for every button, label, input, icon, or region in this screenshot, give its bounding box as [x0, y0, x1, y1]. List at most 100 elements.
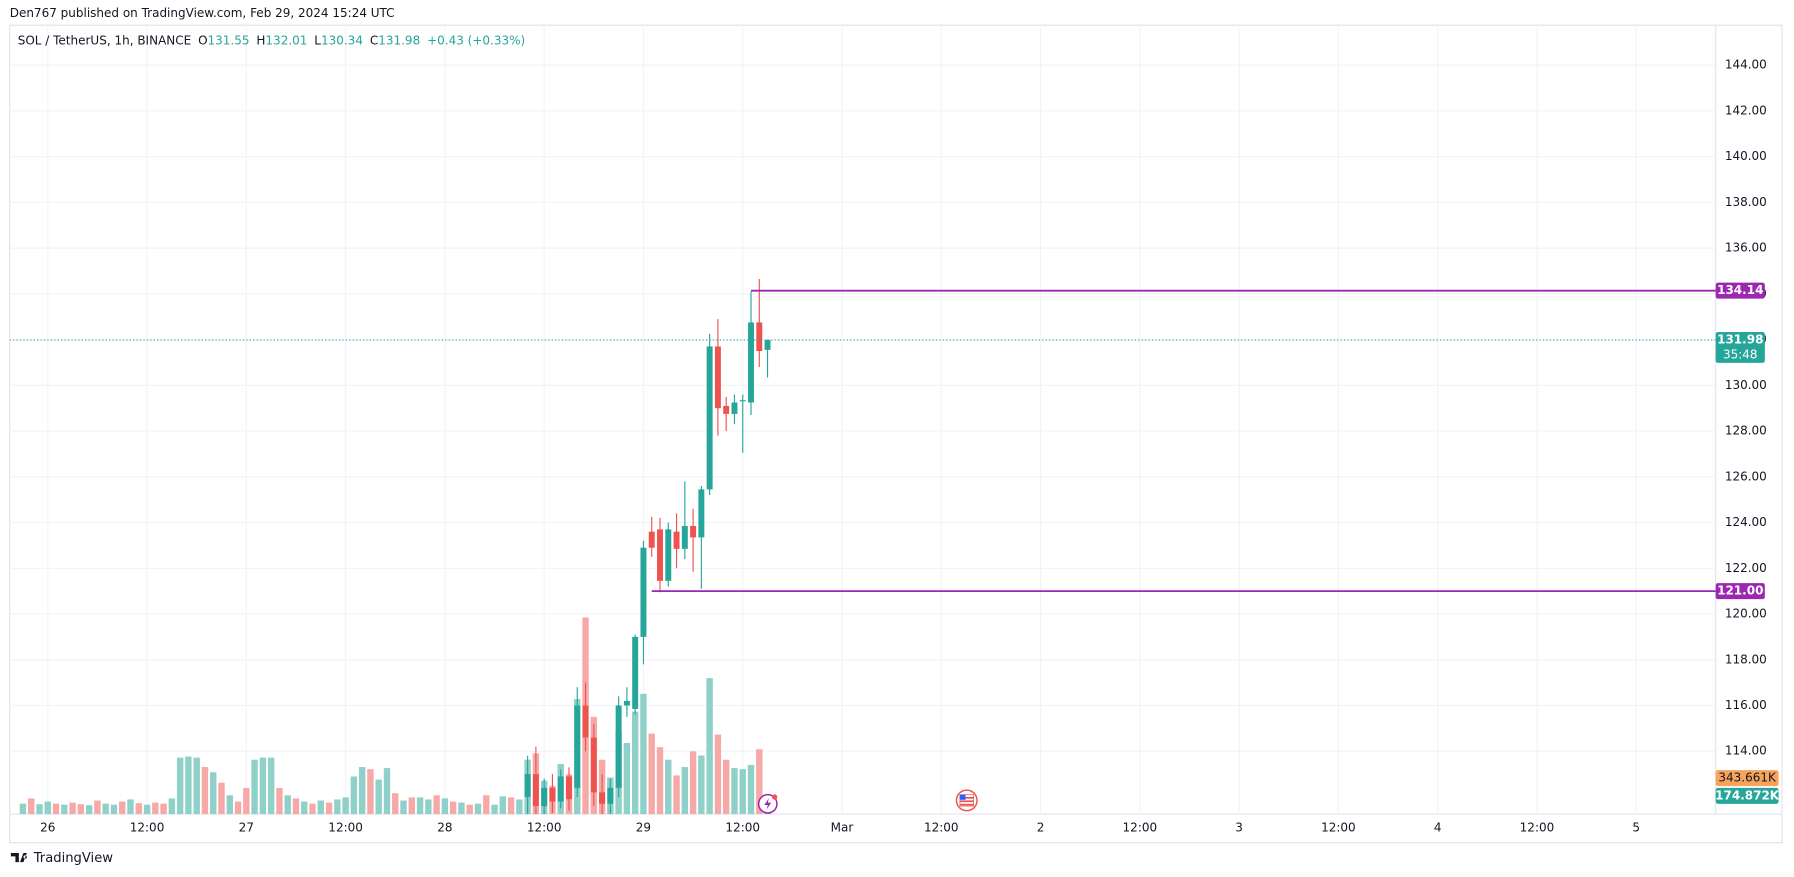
volume-bar	[441, 798, 449, 815]
candle-body	[673, 531, 680, 549]
x-tick-label: 5	[1632, 820, 1640, 834]
candle-body	[706, 346, 713, 490]
volume-bar	[408, 797, 415, 815]
y-tick-label: 138.00	[1725, 195, 1767, 209]
volume-bar	[491, 804, 498, 815]
volume-label: 174.872K	[1715, 788, 1780, 802]
us-flag-icon	[955, 789, 978, 812]
volume-bar	[466, 804, 473, 815]
volume-bar	[143, 804, 151, 815]
level-price-box	[1715, 583, 1765, 600]
candle-body	[599, 792, 606, 804]
volume-bar	[425, 799, 432, 815]
volume-bar	[94, 800, 101, 815]
volume-bar	[243, 787, 250, 815]
volume-bar	[234, 801, 242, 815]
volume-bar	[698, 755, 705, 815]
volume-bar	[127, 799, 134, 815]
candle-body	[524, 774, 531, 797]
volume-bar	[119, 801, 126, 815]
volume-bar	[706, 678, 713, 815]
x-tick-label: 12:00	[130, 820, 165, 834]
volume-bar	[631, 711, 639, 815]
volume-bar	[499, 796, 507, 815]
level-price-box	[1715, 282, 1765, 299]
y-tick-label: 126.00	[1725, 469, 1767, 483]
volume-ma-label: 343.661K	[1718, 771, 1777, 785]
chart-frame	[9, 24, 1783, 844]
candle-body	[532, 774, 539, 807]
volume-bar	[160, 803, 167, 815]
volume-bar	[375, 779, 382, 815]
candle-body	[714, 346, 721, 409]
volume-bar	[168, 798, 176, 815]
ohlc-key: O	[198, 34, 207, 48]
volume-ma-box	[1715, 770, 1779, 787]
candle-body	[764, 340, 771, 350]
y-tick-label: 140.00	[1725, 149, 1767, 163]
x-tick-label: 12:00	[328, 820, 363, 834]
brand: TradingView	[33, 851, 114, 866]
x-tick-label: 12:00	[1520, 820, 1555, 834]
volume-bar	[681, 767, 689, 815]
level-price-label: 134.14	[1717, 283, 1763, 297]
x-tick-label: 3	[1235, 820, 1243, 834]
volume-bar	[739, 769, 746, 815]
candle-body	[698, 489, 705, 538]
candle-body	[557, 776, 564, 802]
volume-bar	[276, 787, 283, 815]
volume-bar	[61, 804, 68, 815]
volume-bar	[342, 797, 349, 815]
change: +0.43 (+0.33%)	[427, 34, 525, 48]
volume-bar	[259, 757, 267, 815]
volume-bar	[334, 799, 341, 815]
volume-bar	[433, 795, 440, 815]
ohlc-key: L	[314, 34, 321, 48]
candle-body	[574, 705, 581, 788]
y-tick-label: 124.00	[1725, 515, 1767, 529]
volume-bar	[284, 795, 291, 815]
countdown-label: 35:48	[1723, 347, 1758, 361]
volume-bar	[309, 803, 316, 815]
level-price-label: 121.00	[1717, 584, 1763, 598]
volume-bar	[325, 802, 333, 815]
x-tick-label: Mar	[831, 820, 854, 834]
volume-bar	[483, 795, 490, 815]
volume-bar	[458, 802, 465, 815]
candle-body	[632, 636, 639, 709]
volume-bar	[673, 775, 680, 815]
volume-bar	[251, 759, 258, 815]
candle-body	[541, 787, 548, 807]
volume-bar	[665, 759, 672, 815]
volume-bar	[507, 797, 515, 815]
volume-bar	[185, 756, 192, 815]
volume-bar	[77, 804, 85, 815]
volume-bar	[317, 800, 324, 815]
ohlc-value: 131.98	[378, 34, 420, 48]
x-tick-label: 29	[636, 820, 651, 834]
candles	[524, 278, 771, 815]
y-tick-label: 118.00	[1725, 652, 1767, 666]
candle-body	[566, 776, 572, 800]
candle-body	[607, 787, 614, 804]
volume-bar	[449, 801, 457, 815]
x-tick-label: 27	[239, 820, 254, 834]
volume-bar	[201, 767, 209, 815]
y-tick-label: 142.00	[1725, 103, 1767, 117]
volume-bar	[301, 801, 308, 815]
candle-body	[690, 525, 697, 538]
candle-body	[648, 531, 655, 548]
x-tick-label: 12:00	[725, 820, 760, 834]
y-tick-label: 136.00	[1725, 241, 1767, 255]
volume-bar	[36, 804, 43, 815]
y-tick-label: 144.00	[1725, 58, 1767, 72]
candle-body	[739, 400, 746, 402]
y-tick-label: 122.00	[1725, 561, 1767, 575]
volume-bar	[516, 799, 523, 815]
volume-bar	[392, 793, 399, 815]
volume-bar	[176, 757, 184, 815]
volume-bar	[714, 734, 722, 815]
